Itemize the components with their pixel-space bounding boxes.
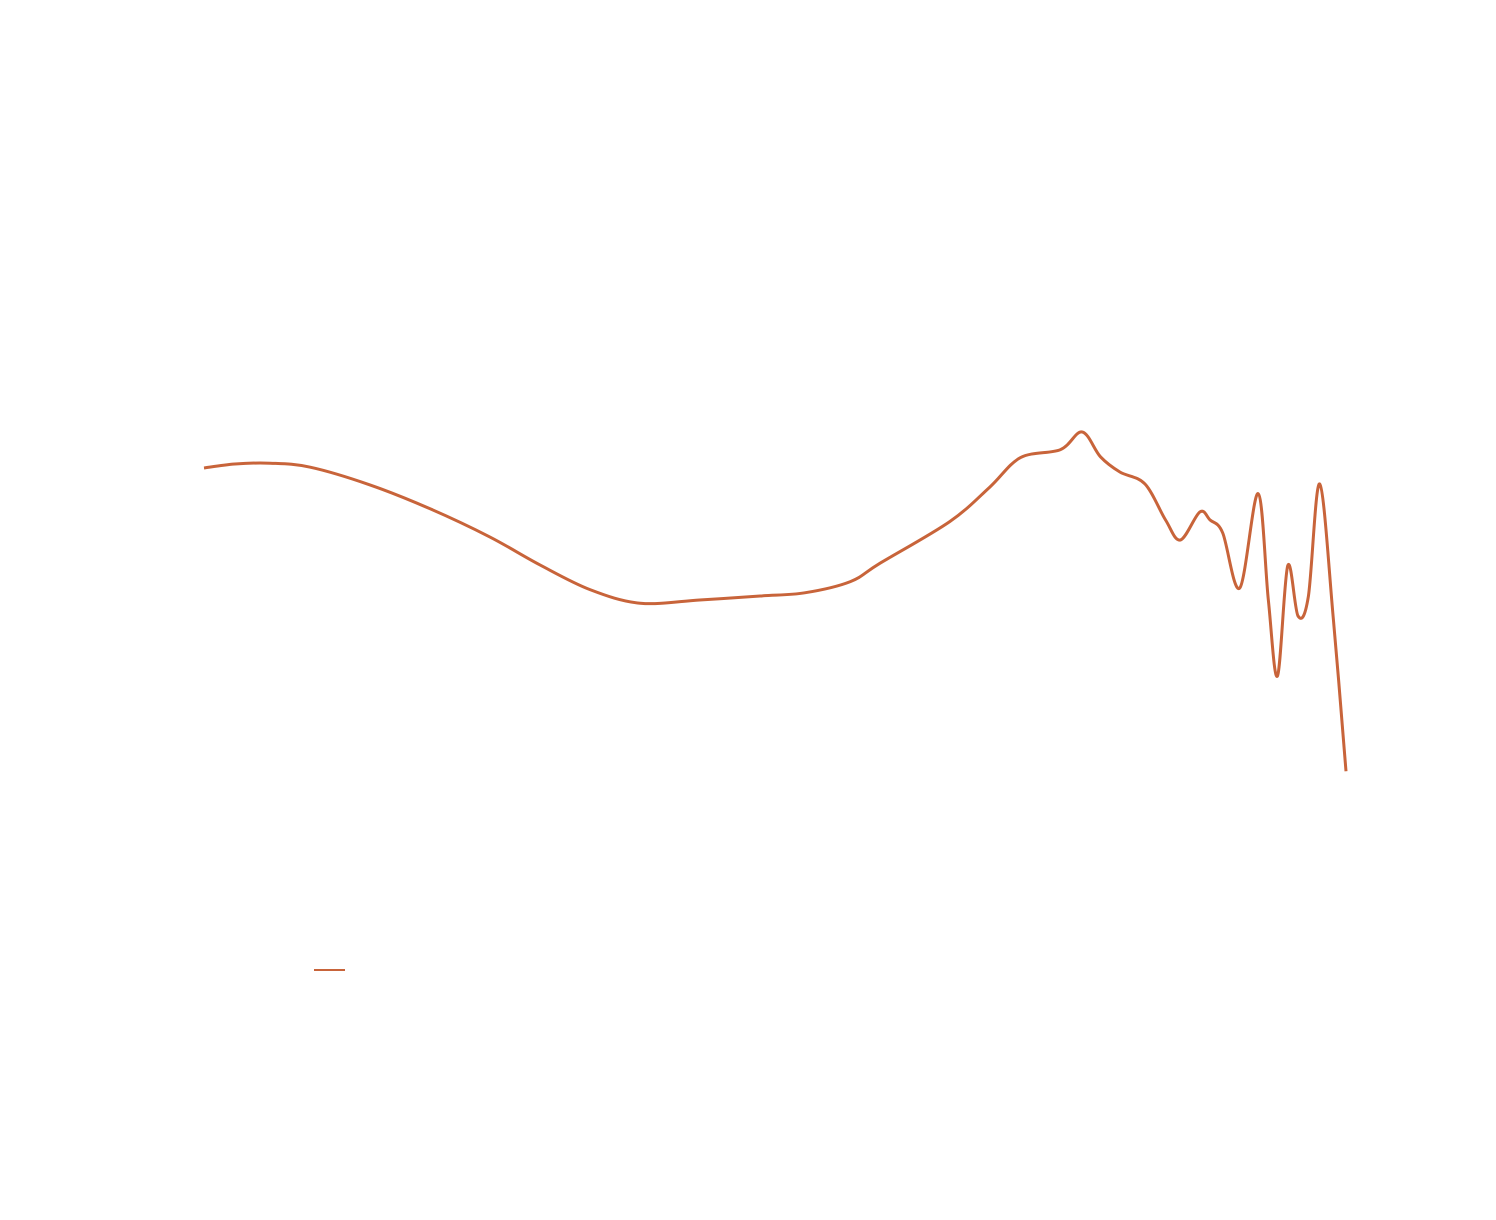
line (203, 430, 1348, 772)
